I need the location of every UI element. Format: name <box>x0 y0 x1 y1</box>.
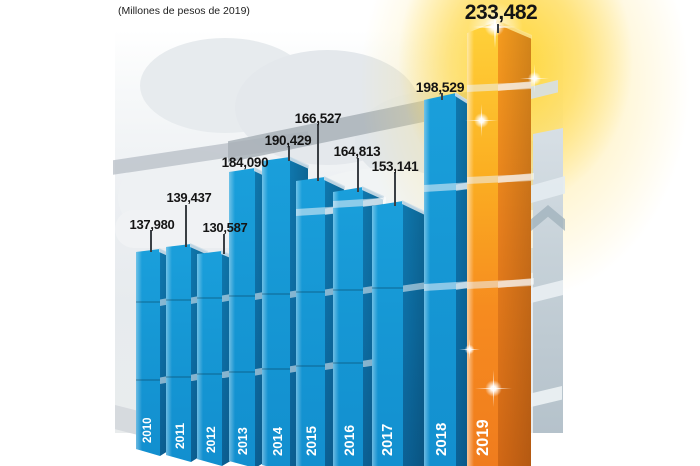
leader-line-2016 <box>357 158 359 192</box>
year-label-2016: 2016 <box>341 424 357 456</box>
year-label-2019: 2019 <box>474 419 493 456</box>
shelf-shadow-line <box>197 373 222 376</box>
bar-front-2013 <box>229 168 255 466</box>
shelf-shadow-line <box>262 293 290 295</box>
leader-line-2015 <box>317 124 319 181</box>
shelf-shadow-line <box>262 367 290 370</box>
shelf-light-band <box>296 206 344 216</box>
value-label-2016: 164,813 <box>333 144 381 159</box>
year-label-2012: 2012 <box>203 426 218 453</box>
year-label-2018: 2018 <box>432 422 450 456</box>
value-label-2019: 233,482 <box>464 1 538 24</box>
shelf-shadow-line <box>296 365 325 367</box>
leader-line-2010 <box>150 230 152 252</box>
leader-line-2017 <box>394 172 396 206</box>
year-label-2011: 2011 <box>172 422 187 449</box>
value-label-2015: 166,527 <box>294 111 342 126</box>
value-label-2014: 190,429 <box>264 133 312 148</box>
shelf-shadow-line <box>166 299 191 301</box>
shelf-shadow-line <box>229 370 255 373</box>
bar-front-2012 <box>197 251 222 466</box>
leader-line-2019 <box>497 24 499 33</box>
value-label-2017: 153,141 <box>371 159 419 174</box>
shelf-shadow-line <box>166 376 191 379</box>
shelf-shadow-line <box>136 301 160 303</box>
bar-front-2015 <box>296 177 325 466</box>
leader-line-2014 <box>288 146 290 161</box>
year-label-2010: 2010 <box>142 417 155 443</box>
shelf-shadow-line <box>333 289 363 291</box>
bar-front-2016 <box>333 187 363 466</box>
shelf-shadow-line <box>229 295 255 297</box>
shelf-shadow-line <box>296 291 325 293</box>
bar-front-2014 <box>262 157 290 466</box>
shelf-shadow-line <box>136 379 160 381</box>
value-label-2018: 198,529 <box>415 79 465 95</box>
bar-side-2017 <box>403 201 424 466</box>
shelf-shadow-line <box>372 287 403 289</box>
bar-front-2010 <box>136 249 160 456</box>
year-label-2014: 2014 <box>269 427 285 456</box>
shelf-light-band <box>333 198 383 208</box>
shelf-shadow-line <box>333 362 363 365</box>
value-label-2012: 130,587 <box>202 220 248 235</box>
year-label-2015: 2015 <box>303 425 319 456</box>
leader-line-2011 <box>185 205 187 247</box>
shelf-shadow-line <box>197 297 222 299</box>
value-label-2013: 184,090 <box>221 155 269 170</box>
value-label-2011: 139,437 <box>166 190 212 205</box>
leader-line-2012 <box>223 234 225 254</box>
chart-subtitle: (Millones de pesos de 2019) <box>118 5 250 17</box>
bar-front-2018 <box>424 93 456 466</box>
value-label-2010: 137,980 <box>129 217 175 232</box>
year-label-2013: 2013 <box>235 427 250 455</box>
year-label-2017: 2017 <box>380 423 397 456</box>
bar-front-2011 <box>166 244 191 462</box>
